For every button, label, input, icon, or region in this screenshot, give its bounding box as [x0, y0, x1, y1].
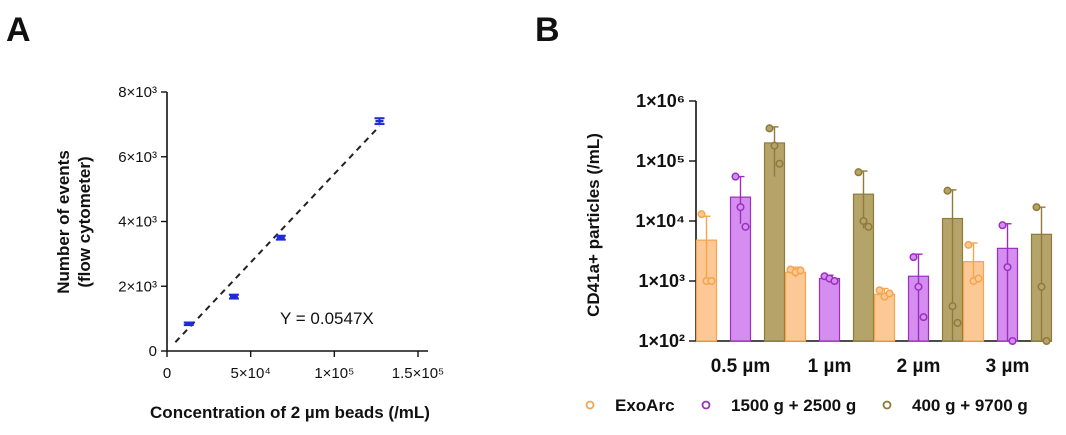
replicate-point [731, 172, 740, 181]
replicate-point [964, 240, 973, 249]
panel-b-y-tick-label: 1×10⁴ [636, 211, 685, 231]
legend-label: 400 g + 9700 g [912, 396, 1028, 415]
replicate-point [948, 302, 957, 311]
legend-marker [701, 400, 711, 410]
panel-a-y-tick-label: 0 [149, 343, 157, 360]
panel-a-x-tick-label: 1.5×10⁵ [392, 365, 445, 382]
replicate-point [914, 282, 923, 291]
fit-line [174, 125, 381, 343]
category-label: 2 µm [897, 356, 941, 377]
bar-group: 0.5 µm [695, 124, 786, 377]
legend-marker [882, 400, 892, 410]
replicate-point [707, 276, 716, 286]
panel-b-y-tick-label: 1×10² [638, 331, 685, 351]
panel-a-y-axis-label-line2: (flow cytometer) [75, 156, 94, 287]
replicate-point [974, 274, 983, 283]
panel-a-x-tick-label: 0 [163, 365, 171, 382]
panel-a-y-axis-label-line1: Number of events [54, 150, 73, 294]
panel-b: CD41a+ particles (/mL) 1×10² 1×10³ 1×10⁴ 1×… [584, 91, 1053, 415]
replicate-point [909, 253, 918, 262]
category-label: 3 µm [986, 356, 1030, 377]
replicate-point [875, 286, 884, 295]
category-label: 1 µm [808, 356, 852, 377]
bar-group: 1 µm [784, 168, 875, 377]
panel-label-b: B [535, 11, 560, 49]
replicate-point [796, 266, 805, 275]
replicate-point [1037, 282, 1046, 291]
bar [873, 293, 896, 342]
replicate-point [859, 216, 868, 226]
replicate-point [864, 222, 873, 231]
replicate-point [885, 289, 894, 298]
replicate-point [775, 159, 784, 168]
panel-a-x-tick-label: 1×10⁵ [314, 365, 354, 382]
panel-a-x-tick-label: 5×10⁴ [231, 365, 271, 382]
replicate-point [1003, 263, 1012, 272]
replicate-point [736, 203, 745, 212]
replicate-point [998, 221, 1007, 230]
replicate-point [697, 210, 706, 219]
panel-label-a: A [6, 11, 31, 49]
panel-a: Concentration of 2 µm beads (/mL) Number… [54, 84, 444, 422]
replicate-point [953, 318, 962, 327]
panel-b-y-axis-label: CD41a+ particles (/mL) [584, 133, 603, 317]
panel-a-y-tick-label: 6×10³ [118, 149, 157, 166]
replicate-point [741, 222, 750, 231]
legend-label: 1500 g + 2500 g [731, 396, 856, 415]
replicate-point [943, 186, 952, 195]
replicate-point [770, 141, 779, 150]
legend-marker [585, 400, 595, 410]
bar [784, 271, 807, 342]
replicate-point [1032, 203, 1041, 212]
replicate-point [854, 168, 863, 177]
bar-group: 3 µm [962, 203, 1053, 377]
replicate-point [919, 313, 928, 322]
bar-group: 2 µm [873, 186, 964, 377]
legend: ExoArc 1500 g + 2500 g 400 g + 9700 g [585, 396, 1028, 415]
legend-label: ExoArc [615, 396, 675, 415]
panel-a-y-tick-label: 2×10³ [118, 278, 157, 295]
replicate-point [1042, 336, 1051, 346]
replicate-point [765, 124, 774, 133]
category-label: 0.5 µm [711, 356, 771, 377]
replicate-point [830, 276, 839, 286]
panel-b-y-tick-label: 1×10⁵ [636, 151, 685, 171]
panel-a-x-axis-label: Concentration of 2 µm beads (/mL) [150, 403, 430, 422]
panel-b-y-tick-label: 1×10³ [638, 271, 685, 291]
panel-a-y-tick-label: 8×10³ [118, 84, 157, 101]
panel-b-y-tick-label: 1×10⁶ [636, 91, 685, 111]
replicate-point [1008, 336, 1017, 346]
bar [818, 277, 841, 342]
panel-a-y-tick-label: 4×10³ [118, 214, 157, 231]
fit-equation: Y = 0.0547X [280, 309, 374, 328]
